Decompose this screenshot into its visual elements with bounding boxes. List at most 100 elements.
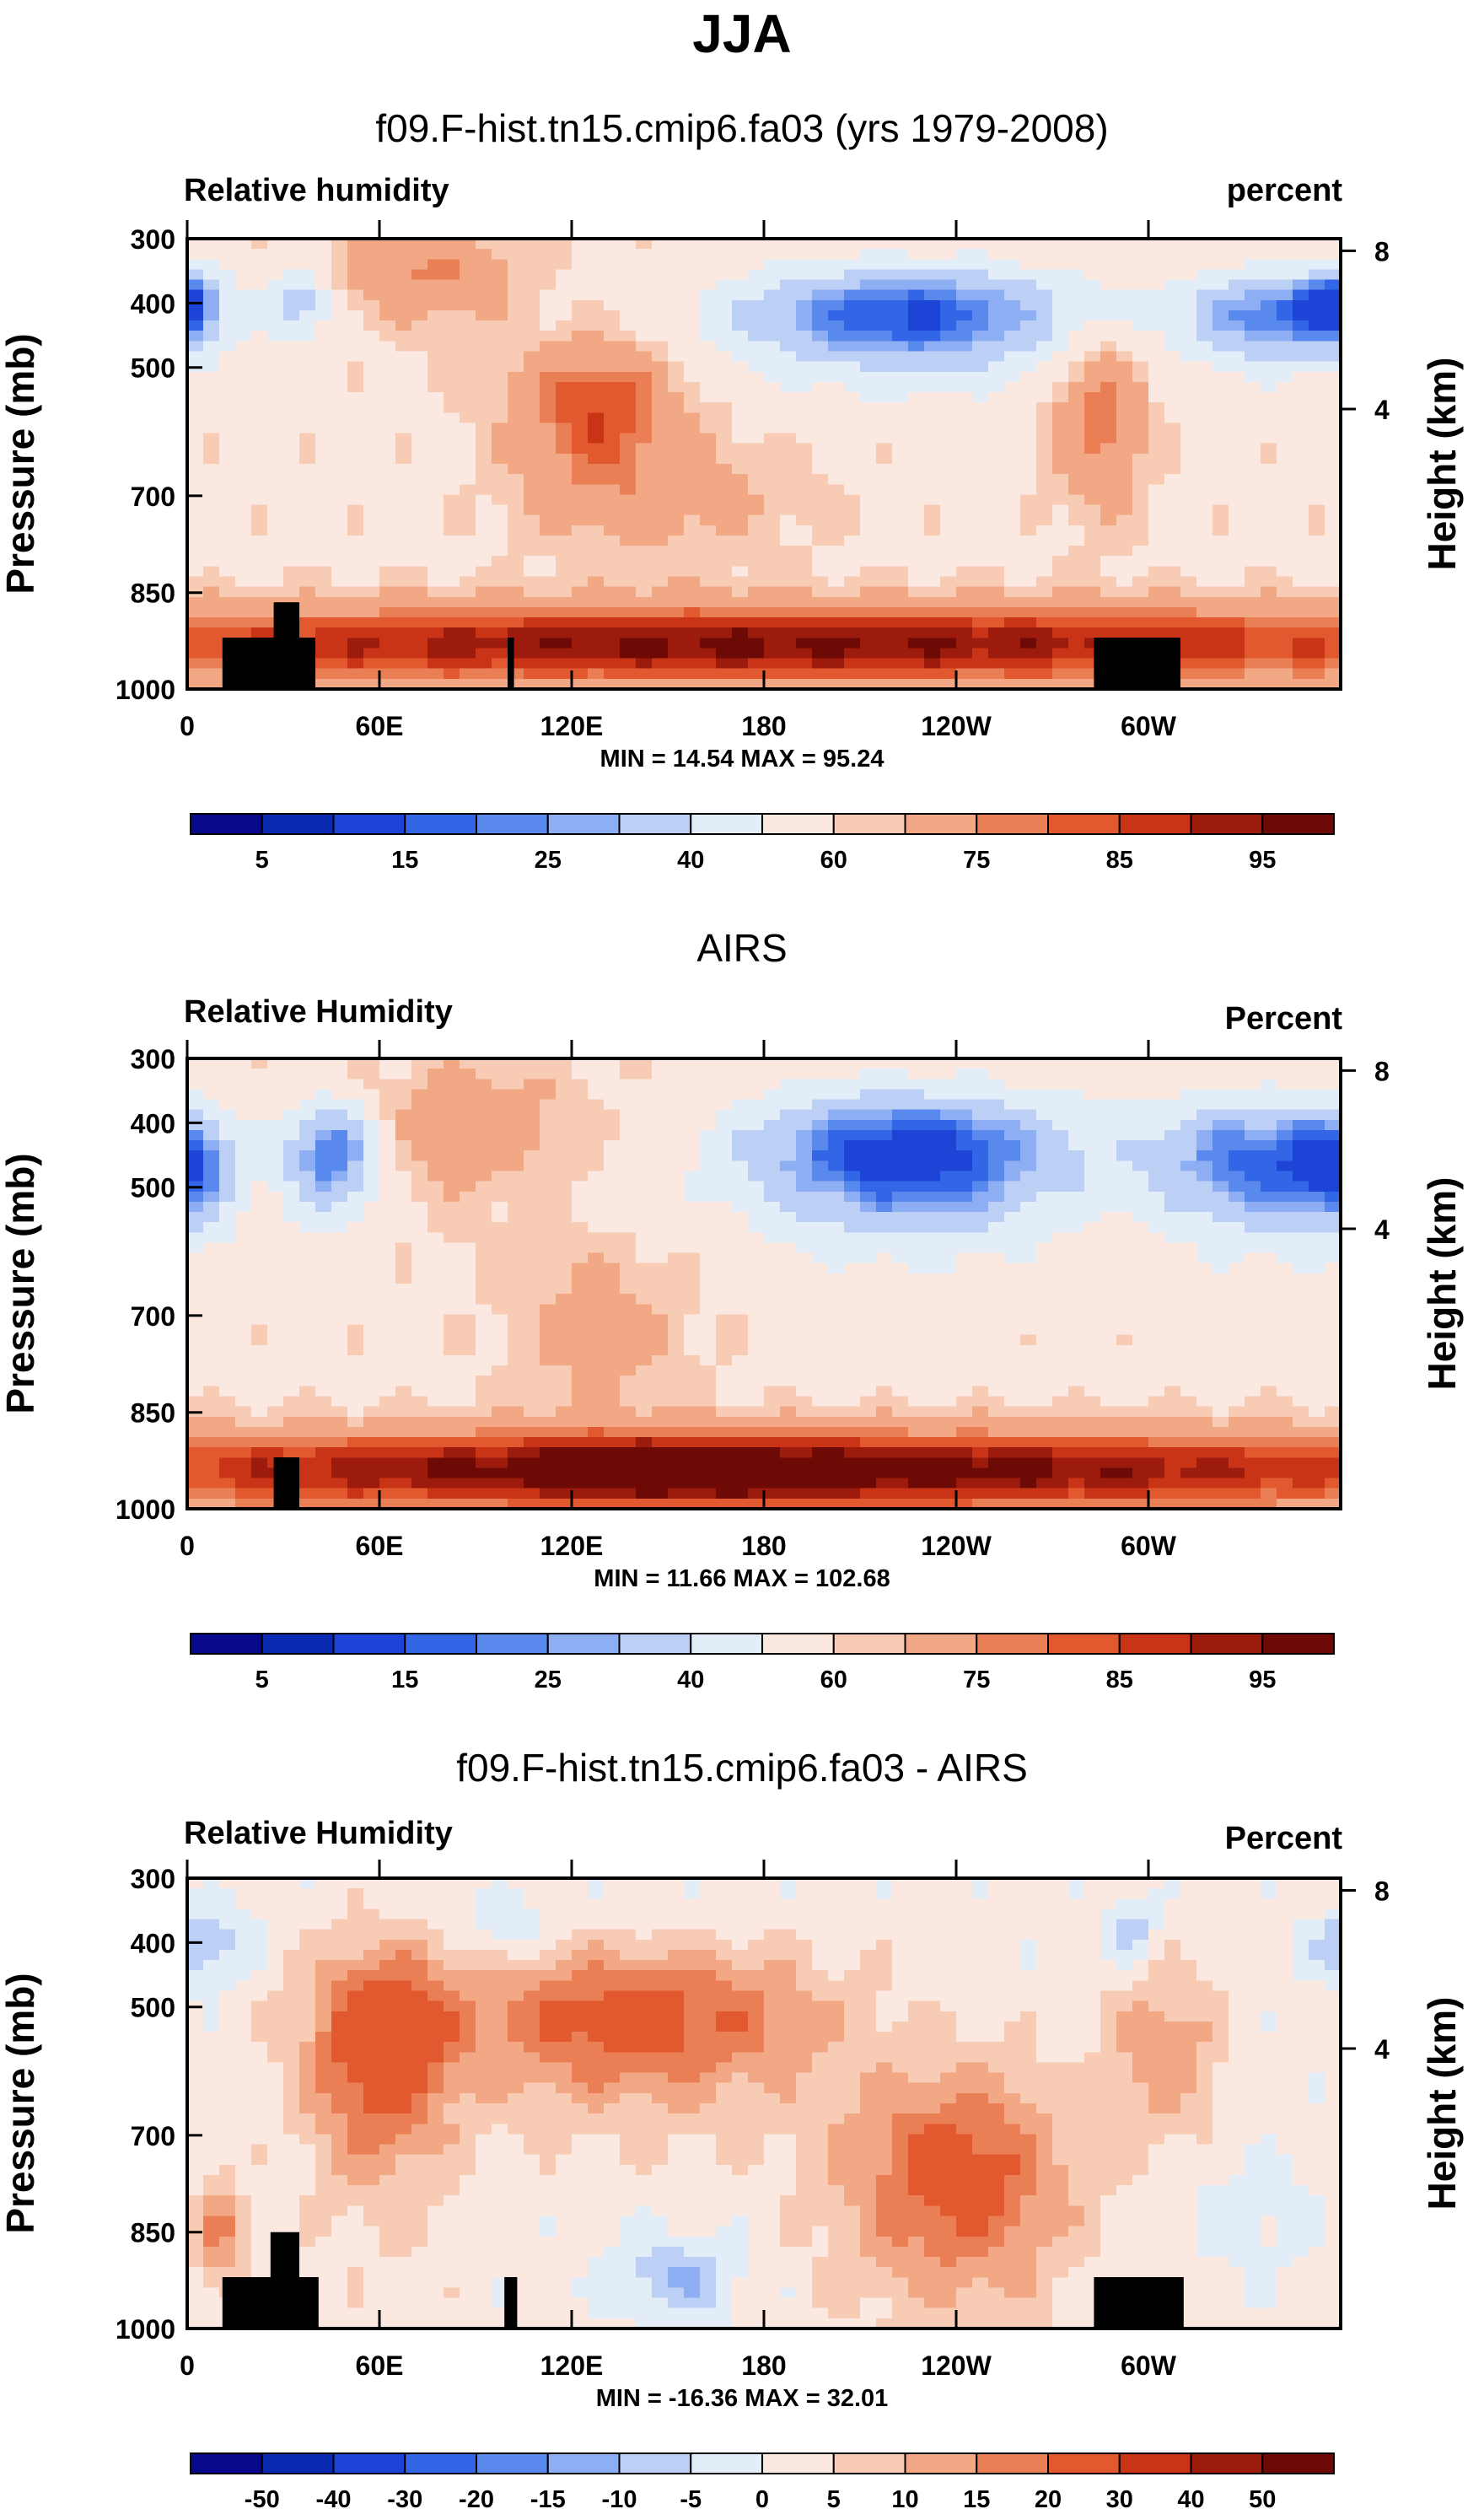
- heatmap-cell: [716, 586, 733, 598]
- heatmap-cell: [1261, 310, 1277, 321]
- heatmap-cell: [379, 1488, 396, 1499]
- heatmap-cell: [363, 289, 380, 301]
- heatmap-cell: [187, 249, 204, 260]
- heatmap-cell: [267, 1426, 284, 1438]
- heatmap-cell: [572, 331, 589, 342]
- heatmap-cell: [492, 1058, 508, 1069]
- heatmap-cell: [460, 1181, 476, 1193]
- heatmap-cell: [556, 433, 573, 444]
- heatmap-cell: [1084, 514, 1101, 526]
- heatmap-cell: [972, 464, 989, 475]
- heatmap-cell: [476, 596, 492, 608]
- heatmap-cell: [572, 678, 589, 690]
- heatmap-cell: [363, 494, 380, 506]
- heatmap-cell: [1148, 269, 1165, 281]
- heatmap-cell: [732, 1181, 749, 1193]
- heatmap-cell: [1309, 361, 1325, 373]
- heatmap-cell: [764, 1140, 781, 1151]
- heatmap-cell: [331, 299, 348, 311]
- heatmap-cell: [1116, 546, 1133, 557]
- heatmap-cell: [572, 1069, 589, 1080]
- heatmap-cell: [379, 1212, 396, 1223]
- heatmap-cell: [876, 331, 893, 342]
- heatmap-cell: [427, 586, 444, 598]
- heatmap-cell: [604, 464, 621, 475]
- heatmap-cell: [796, 1140, 813, 1151]
- heatmap-cell: [956, 596, 973, 608]
- heatmap-cell: [1309, 474, 1325, 485]
- heatmap-cell: [476, 1119, 492, 1131]
- heatmap-cell: [508, 1089, 524, 1101]
- heatmap-cell: [700, 514, 717, 526]
- heatmap-cell: [1036, 412, 1053, 424]
- heatmap-cell: [748, 535, 765, 546]
- heatmap-cell: [828, 351, 845, 363]
- heatmap-cell: [956, 423, 973, 434]
- heatmap-cell: [652, 566, 669, 578]
- heatmap-cell: [427, 1478, 444, 1489]
- heatmap-cell: [652, 1099, 669, 1111]
- heatmap-cell: [796, 371, 813, 383]
- heatmap-cell: [203, 1079, 220, 1090]
- heatmap-cell: [219, 1069, 236, 1080]
- heatmap-cell: [940, 433, 957, 444]
- heatmap-cell: [796, 1242, 813, 1254]
- heatmap-cell: [1180, 606, 1197, 618]
- heatmap-cell: [379, 1099, 396, 1111]
- heatmap-cell: [668, 1212, 685, 1223]
- heatmap-cell: [732, 1069, 749, 1080]
- heatmap-cell: [812, 310, 829, 321]
- heatmap-cell: [315, 423, 332, 434]
- heatmap-cell: [604, 606, 621, 618]
- heatmap-cell: [1068, 658, 1085, 670]
- heatmap-cell: [492, 1212, 508, 1223]
- heatmap-cell: [219, 464, 236, 475]
- heatmap-cell: [876, 371, 893, 383]
- heatmap-cell: [652, 320, 669, 331]
- heatmap-cell: [748, 525, 765, 536]
- heatmap-cell: [876, 433, 893, 444]
- heatmap-cell: [219, 1396, 236, 1408]
- heatmap-cell: [876, 484, 893, 496]
- heatmap-cell: [299, 1396, 316, 1408]
- heatmap-cell: [780, 412, 797, 424]
- heatmap-cell: [764, 351, 781, 363]
- heatmap-cell: [620, 556, 637, 567]
- heatmap-cell: [187, 1273, 204, 1284]
- heatmap-cell: [203, 484, 220, 496]
- heatmap-cell: [187, 1140, 204, 1151]
- heatmap-cell: [812, 1079, 829, 1090]
- heatmap-cell: [652, 1079, 669, 1090]
- heatmap-cell: [796, 1222, 813, 1233]
- heatmap-cell: [444, 576, 460, 588]
- heatmap-cell: [700, 443, 717, 455]
- heatmap-cell: [540, 606, 556, 618]
- heatmap-cell: [444, 1334, 460, 1346]
- heatmap-cell: [508, 443, 524, 455]
- heatmap-cell: [187, 1294, 204, 1305]
- heatmap-cell: [476, 1232, 492, 1244]
- heatmap-cell: [299, 402, 316, 413]
- heatmap-cell: [796, 1376, 813, 1386]
- heatmap-cell: [924, 269, 941, 281]
- heatmap-cell: [684, 535, 701, 546]
- heatmap-cell: [1164, 627, 1181, 638]
- heatmap-cell: [235, 1365, 252, 1376]
- heatmap-cell: [267, 1314, 284, 1326]
- heatmap-cell: [524, 1252, 540, 1264]
- heatmap-cell: [924, 514, 941, 526]
- heatmap-cell: [588, 1150, 605, 1161]
- heatmap-cell: [203, 1365, 220, 1376]
- heatmap-cell: [732, 535, 749, 546]
- heatmap-cell: [508, 1181, 524, 1193]
- heatmap-cell: [988, 269, 1005, 281]
- colorbar-label: 15: [391, 847, 418, 874]
- heatmap-cell: [508, 1109, 524, 1121]
- heatmap-cell: [492, 494, 508, 506]
- heatmap-cell: [411, 371, 428, 383]
- heatmap-cell: [524, 299, 540, 311]
- heatmap-cell: [299, 1069, 316, 1080]
- heatmap-cell: [1309, 402, 1325, 413]
- heatmap-cell: [1164, 341, 1181, 353]
- heatmap-cell: [331, 1365, 348, 1376]
